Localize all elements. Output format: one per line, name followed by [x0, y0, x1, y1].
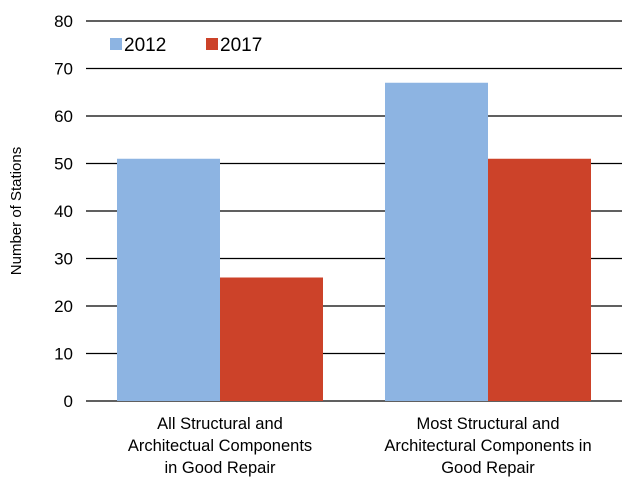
x-category-label: Most Structural and — [416, 415, 559, 433]
y-tick-label: 10 — [54, 345, 73, 364]
y-axis-title: Number of Stations — [8, 147, 25, 275]
bar-2017-cat1 — [220, 277, 323, 401]
legend-label-2017: 2017 — [220, 35, 262, 56]
y-tick-label: 70 — [54, 60, 73, 79]
x-category-label: All Structural and — [157, 415, 283, 433]
bar-2017-cat2 — [488, 158, 591, 401]
x-category-label: Architectural Components in — [384, 437, 591, 455]
legend: 2012 2017 — [110, 35, 262, 56]
y-tick-label: 0 — [64, 392, 73, 411]
y-axis-ticks: 0 10 20 30 40 50 60 70 80 — [54, 12, 73, 411]
y-tick-label: 40 — [54, 202, 73, 221]
x-axis-categories: All Structural and Architectual Component… — [128, 415, 592, 477]
bars — [117, 82, 591, 401]
y-tick-label: 30 — [54, 250, 73, 269]
y-tick-label: 20 — [54, 297, 73, 316]
bar-2012-cat2 — [385, 82, 488, 401]
y-tick-label: 60 — [54, 107, 73, 126]
legend-swatch-2012 — [110, 38, 122, 50]
legend-label-2012: 2012 — [124, 35, 166, 56]
y-tick-label: 50 — [54, 155, 73, 174]
x-category-label: in Good Repair — [165, 459, 276, 477]
y-tick-label: 80 — [54, 12, 73, 31]
x-category-label: Architectual Components — [128, 437, 312, 455]
bar-2012-cat1 — [117, 158, 220, 401]
x-category-label: Good Repair — [441, 459, 535, 477]
legend-swatch-2017 — [206, 38, 218, 50]
